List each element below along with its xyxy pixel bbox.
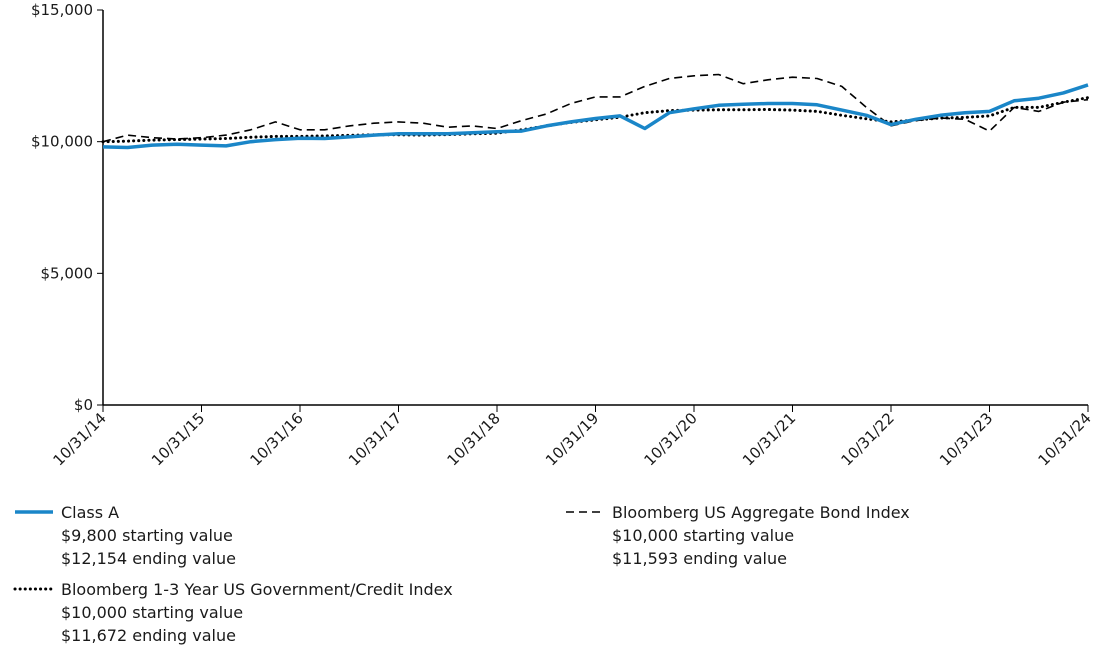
legend-label: Bloomberg 1-3 Year US Government/Credit … — [61, 580, 453, 599]
x-tick-label: 10/31/24 — [1034, 409, 1094, 469]
series-line — [102, 83, 1089, 150]
y-tick-label: $5,000 — [41, 264, 94, 282]
y-tick-label: $0 — [74, 396, 93, 414]
legend-label: Bloomberg US Aggregate Bond Index — [612, 503, 910, 522]
x-tick-label: 10/31/22 — [837, 409, 897, 469]
x-tick-label: 10/31/19 — [542, 409, 602, 469]
legend-start: $10,000 starting value — [612, 526, 794, 545]
legend-start: $9,800 starting value — [61, 526, 233, 545]
legend-end: $11,593 ending value — [612, 549, 787, 568]
legend-start: $10,000 starting value — [61, 603, 243, 622]
x-tick-label: 10/31/15 — [148, 409, 208, 469]
x-tick-label: 10/31/21 — [739, 409, 799, 469]
series-line — [102, 73, 1089, 143]
y-tick-label: $15,000 — [31, 1, 93, 19]
y-tick-label: $10,000 — [31, 133, 93, 151]
x-tick-label: 10/31/20 — [640, 409, 700, 469]
x-tick-label: 10/31/23 — [936, 409, 996, 469]
legend-end: $11,672 ending value — [61, 626, 236, 645]
x-tick-label: 10/31/17 — [345, 409, 405, 469]
legend-label: Class A — [61, 503, 119, 522]
x-tick-label: 10/31/18 — [443, 409, 503, 469]
x-tick-label: 10/31/16 — [246, 409, 306, 469]
legend-end: $12,154 ending value — [61, 549, 236, 568]
x-tick-label: 10/31/14 — [49, 409, 109, 469]
